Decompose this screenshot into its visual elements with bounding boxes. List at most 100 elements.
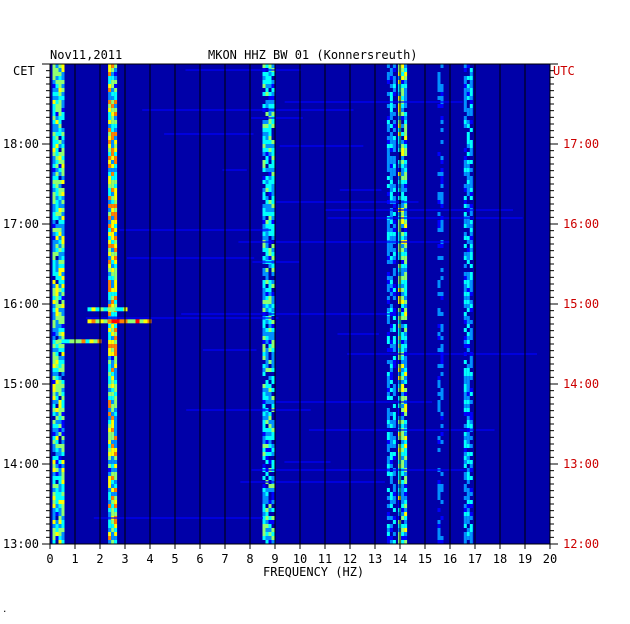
spectral-band-cell xyxy=(466,420,470,424)
spectral-band-cell xyxy=(268,332,272,336)
spectral-band-cell xyxy=(52,200,56,204)
spectral-band-cell xyxy=(469,460,473,464)
seismic-event-cell xyxy=(65,339,70,344)
spectral-band-cell xyxy=(114,440,118,444)
spectral-band-cell xyxy=(108,380,112,384)
spectral-band-cell xyxy=(389,84,393,88)
spectral-band-cell xyxy=(108,324,112,328)
spectral-band-cell xyxy=(392,68,396,72)
spectral-band-cell xyxy=(437,284,441,288)
spectral-band-cell xyxy=(404,316,408,320)
spectral-band-cell xyxy=(386,260,390,264)
spectral-band-cell xyxy=(111,128,115,132)
spectral-band-cell xyxy=(466,480,470,484)
spectral-band-cell xyxy=(262,196,266,200)
spectral-band-cell xyxy=(268,224,272,228)
spectral-band-cell xyxy=(466,384,470,388)
spectral-band-cell xyxy=(108,216,112,220)
spectral-band-cell xyxy=(466,472,470,476)
spectral-band-cell xyxy=(469,188,473,192)
spectral-band-cell xyxy=(463,376,467,380)
spectral-band-cell xyxy=(52,324,56,328)
spectral-band-cell xyxy=(271,352,275,356)
spectral-band-cell xyxy=(108,360,112,364)
spectral-band-cell xyxy=(55,392,59,396)
spectral-band-cell xyxy=(52,360,56,364)
spectral-band-cell xyxy=(404,464,408,468)
spectral-band-cell xyxy=(265,320,269,324)
spectral-band-cell xyxy=(52,484,56,488)
spectral-band-cell xyxy=(111,508,115,512)
spectral-band-cell xyxy=(108,68,112,72)
spectral-band-cell xyxy=(58,472,62,476)
spectral-band-cell xyxy=(52,256,56,260)
spectral-band-cell xyxy=(392,472,396,476)
spectral-band-cell xyxy=(386,236,390,240)
spectral-band-cell xyxy=(463,168,467,172)
spectral-band-cell xyxy=(466,520,470,524)
spectral-band-cell xyxy=(114,256,118,260)
spectral-band-cell xyxy=(58,124,62,128)
spectral-band-cell xyxy=(265,412,269,416)
spectral-band-cell xyxy=(386,420,390,424)
spectral-band-cell xyxy=(262,420,266,424)
spectral-band-cell xyxy=(108,532,112,536)
spectral-band-cell xyxy=(466,408,470,412)
spectral-band-cell xyxy=(108,488,112,492)
spectral-band-cell xyxy=(111,416,115,420)
spectral-band-cell xyxy=(392,184,396,188)
spectral-band-cell xyxy=(271,496,275,500)
spectral-band-cell xyxy=(111,412,115,416)
spectral-band-cell xyxy=(389,164,393,168)
spectral-band-cell xyxy=(262,476,266,480)
spectral-band-cell xyxy=(108,160,112,164)
spectral-band-cell xyxy=(469,128,473,132)
spectral-band-cell xyxy=(440,268,444,272)
spectral-band-cell xyxy=(61,328,65,332)
spectral-band-cell xyxy=(262,236,266,240)
spectral-band-cell xyxy=(463,344,467,348)
spectral-band-cell xyxy=(401,536,405,540)
spectral-band-cell xyxy=(466,392,470,396)
spectral-band-cell xyxy=(469,488,473,492)
spectral-band-cell xyxy=(392,328,396,332)
spectral-band-cell xyxy=(52,468,56,472)
spectral-band-cell xyxy=(469,256,473,260)
spectral-band-cell xyxy=(268,148,272,152)
spectral-band-cell xyxy=(61,380,65,384)
spectral-band-cell xyxy=(52,456,56,460)
spectral-band-cell xyxy=(440,484,444,488)
spectral-band-cell xyxy=(55,140,59,144)
spectral-band-cell xyxy=(111,512,115,516)
spectral-band-cell xyxy=(58,312,62,316)
spectral-band-cell xyxy=(404,408,408,412)
spectral-band-cell xyxy=(392,128,396,132)
spectral-band-cell xyxy=(52,132,56,136)
spectral-band-cell xyxy=(469,304,473,308)
spectral-band-cell xyxy=(108,280,112,284)
spectral-band-cell xyxy=(114,484,118,488)
spectral-band-cell xyxy=(463,124,467,128)
spectral-band-cell xyxy=(389,500,393,504)
spectral-band-cell xyxy=(108,256,112,260)
spectral-band-cell xyxy=(111,428,115,432)
spectral-band-cell xyxy=(61,348,65,352)
spectral-band-cell xyxy=(114,432,118,436)
spectral-band-cell xyxy=(392,500,396,504)
spectral-band-cell xyxy=(55,304,59,308)
spectral-band-cell xyxy=(463,396,467,400)
spectral-band-cell xyxy=(463,96,467,100)
spectral-band-cell xyxy=(108,340,112,344)
spectral-band-cell xyxy=(466,404,470,408)
spectral-band-cell xyxy=(262,72,266,76)
spectral-band-cell xyxy=(114,64,118,68)
spectral-band-cell xyxy=(271,152,275,156)
spectral-band-cell xyxy=(58,500,62,504)
spectral-band-cell xyxy=(52,504,56,508)
spectral-band-cell xyxy=(52,128,56,132)
spectral-band-cell xyxy=(469,512,473,516)
spectral-band-cell xyxy=(114,72,118,76)
spectral-band-cell xyxy=(404,264,408,268)
spectral-band-cell xyxy=(392,120,396,124)
spectral-band-cell xyxy=(437,192,441,196)
